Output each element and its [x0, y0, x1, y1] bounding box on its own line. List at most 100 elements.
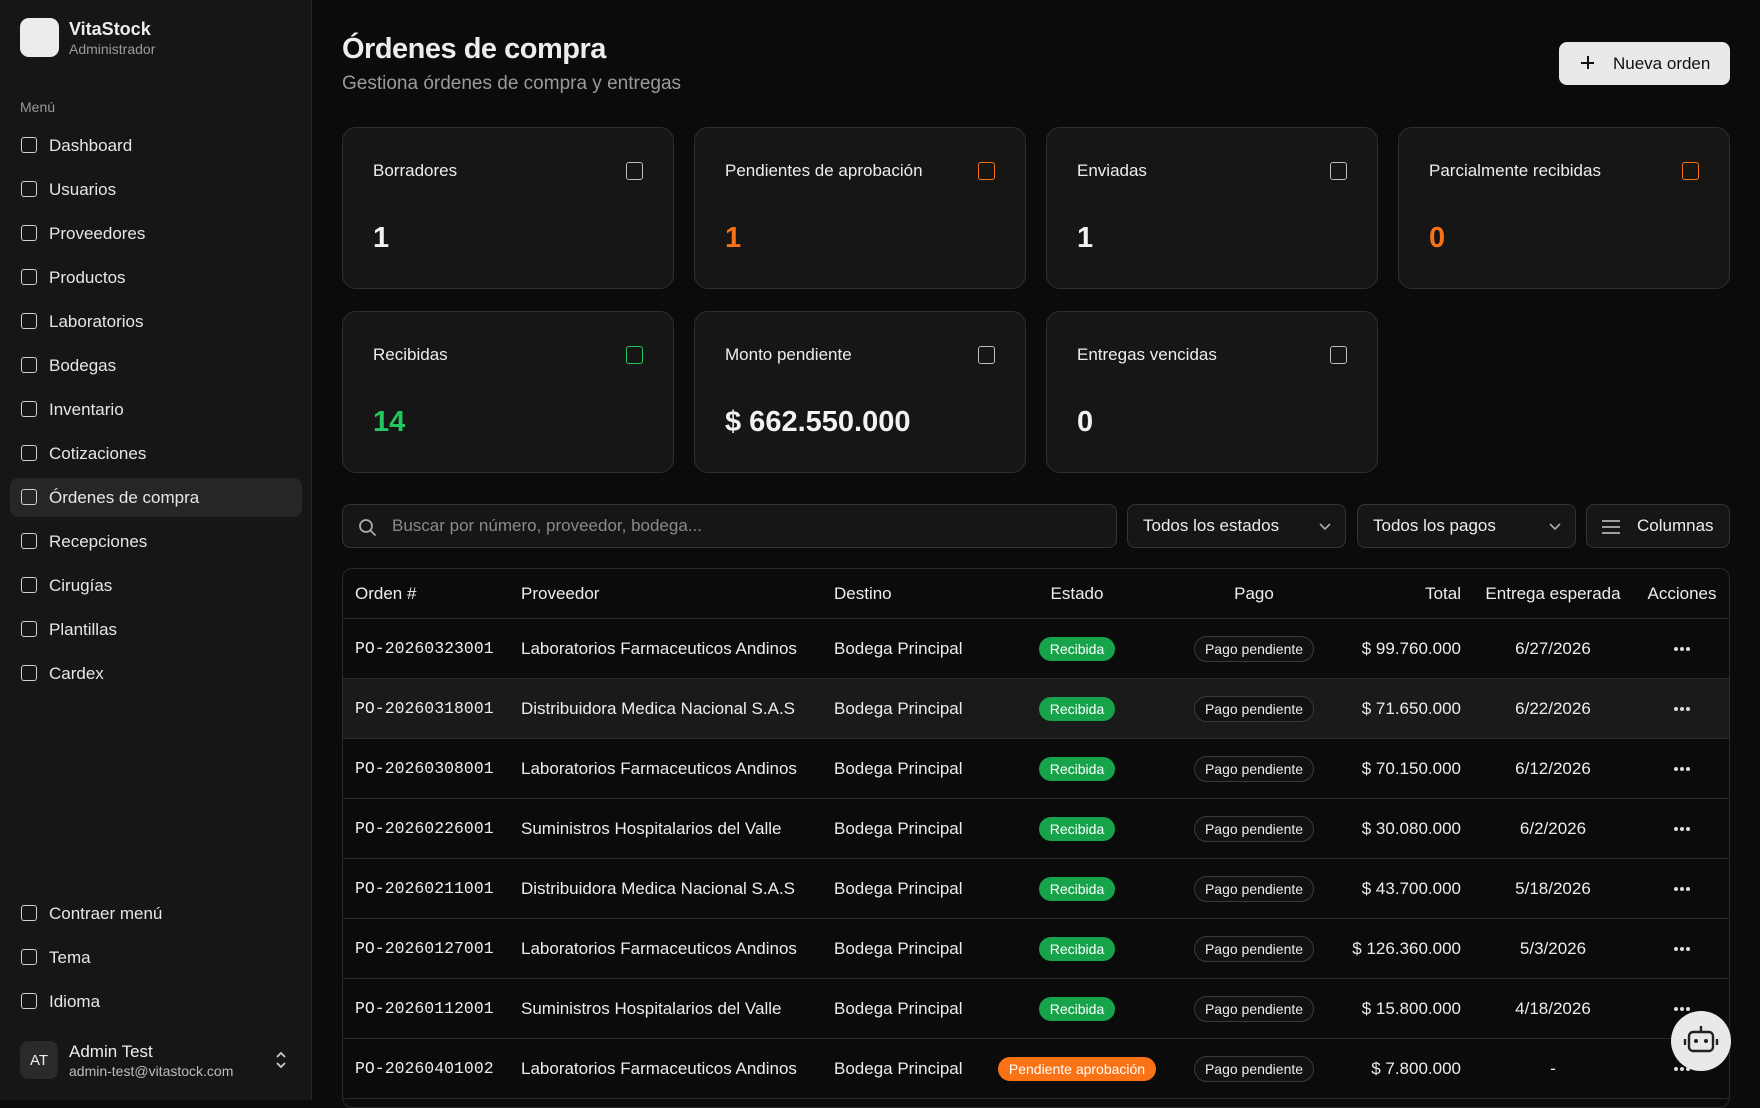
order: PO-20260226001 — [355, 819, 494, 838]
row-actions[interactable] — [1673, 886, 1691, 892]
menu-item[interactable]: Laboratorios — [10, 302, 302, 341]
menu-item[interactable]: Bodegas — [10, 346, 302, 385]
menu-item[interactable]: Órdenes de compra — [10, 478, 302, 517]
column-header: Destino — [834, 583, 892, 603]
status-cell: Recibida — [927, 679, 1227, 738]
menu-item[interactable]: Cardex — [10, 654, 302, 693]
menu-item[interactable]: Productos — [10, 258, 302, 297]
status-filter[interactable]: Todos los estados — [1127, 504, 1346, 548]
destination: Bodega Principal — [834, 938, 963, 958]
row-actions[interactable] — [1673, 706, 1691, 712]
column-header: Entrega esperada — [1485, 583, 1621, 603]
payment-filter[interactable]: Todos los pagos — [1357, 504, 1576, 548]
destination: Bodega Principal — [834, 638, 963, 658]
total-cell: $ 15.800.000 — [1362, 979, 1461, 1038]
due: 6/27/2026 — [1515, 638, 1591, 658]
table-row[interactable]: PO-20260127001 Laboratorios Farmaceuticos… — [343, 919, 1729, 979]
row-actions[interactable] — [1673, 646, 1691, 652]
menu-item[interactable]: Cotizaciones — [10, 434, 302, 473]
status-filter-label: Todos los estados — [1143, 516, 1280, 535]
actions-cell — [1532, 859, 1729, 918]
menu-item[interactable]: Usuarios — [10, 170, 302, 209]
due: 6/22/2026 — [1515, 698, 1591, 718]
status-cell: Recibida — [927, 979, 1227, 1038]
user-menu-toggle[interactable] — [274, 1050, 288, 1070]
table-row[interactable]: PO-20260226001 Suministros Hospitalarios … — [343, 799, 1729, 859]
destination: Bodega Principal — [834, 1058, 963, 1078]
status-badge: Recibida — [1038, 636, 1116, 661]
footer-menu-item[interactable]: Idioma — [10, 982, 302, 1021]
payment-badge: Pago pendiente — [1193, 875, 1315, 902]
supplier: Laboratorios Farmaceuticos Andinos — [521, 1058, 797, 1078]
menu-item[interactable]: Plantillas — [10, 610, 302, 649]
footer-menu-item[interactable]: Tema — [10, 938, 302, 977]
table-row[interactable]: PO-20260112001 Suministros Hospitalarios … — [343, 979, 1729, 1039]
menu-label: Menú — [20, 99, 56, 115]
supplier: Distribuidora Medica Nacional S.A.S — [521, 698, 796, 718]
row-actions[interactable] — [1673, 826, 1691, 832]
actions-cell — [1532, 739, 1729, 798]
footer-menu-item[interactable]: Contraer menú — [10, 894, 302, 933]
status-badge: Recibida — [1038, 996, 1116, 1021]
table-row[interactable]: PO-20260401002 Laboratorios Farmaceuticos… — [343, 1039, 1729, 1099]
menu-icon — [21, 181, 37, 197]
supplier-cell: Laboratorios Farmaceuticos Andinos — [521, 919, 797, 978]
menu-item-label: Inventario — [49, 399, 124, 419]
menu-item[interactable]: Inventario — [10, 390, 302, 429]
role: Administrador — [69, 41, 156, 57]
avatar[interactable]: AT — [20, 1041, 58, 1079]
table-row[interactable]: PO-20260318001 Distribuidora Medica Nacio… — [343, 679, 1729, 739]
total-cell: $ 43.700.000 — [1362, 859, 1461, 918]
payment-badge: Pago pendiente — [1193, 695, 1315, 722]
columns-icon — [1602, 520, 1620, 534]
destination-cell: Bodega Principal — [834, 619, 963, 678]
orders-table: Orden # Proveedor Destino Estado Pago Total En… — [342, 568, 1730, 1108]
row-actions[interactable] — [1673, 946, 1691, 952]
order-cell: PO-20260323001 — [355, 619, 494, 678]
menu-item-label: Productos — [49, 267, 126, 287]
actions-cell — [1532, 799, 1729, 858]
supplier-cell: Suministros Hospitalarios del Valle — [521, 799, 781, 858]
menu-item-label: Bodegas — [49, 355, 117, 375]
payment-cell: Pago pendiente — [1104, 979, 1404, 1038]
menu-item-label: Cardex — [49, 663, 104, 683]
supplier: Laboratorios Farmaceuticos Andinos — [521, 938, 797, 958]
table-row[interactable]: PO-20260323001 Laboratorios Farmaceuticos… — [343, 619, 1729, 679]
payment-badge: Pago pendiente — [1193, 1055, 1315, 1082]
menu-item[interactable]: Proveedores — [10, 214, 302, 253]
stat-label: Borradores — [373, 161, 458, 180]
order-cell: PO-20260127001 — [355, 919, 494, 978]
table-row[interactable]: PO-20260308001 Laboratorios Farmaceuticos… — [343, 739, 1729, 799]
total-cell: $ 7.800.000 — [1371, 1039, 1461, 1098]
search-input[interactable]: Buscar por número, proveedor, bodega... — [342, 504, 1117, 548]
order: PO-20260401002 — [355, 1059, 494, 1078]
actions-cell — [1532, 919, 1729, 978]
actions-cell — [1532, 979, 1729, 1038]
total: $ 7.800.000 — [1371, 1058, 1461, 1078]
columns-button[interactable]: Columnas — [1586, 504, 1730, 548]
order-cell: PO-20260112001 — [355, 979, 494, 1038]
menu-item-label: Laboratorios — [49, 311, 144, 331]
stat-label: Pendientes de aprobación — [725, 161, 923, 180]
menu-item[interactable]: Recepciones — [10, 522, 302, 561]
row-actions[interactable] — [1673, 766, 1691, 772]
search-icon — [359, 519, 377, 537]
menu-item[interactable]: Dashboard — [10, 126, 302, 165]
footer-menu-label: Idioma — [49, 991, 101, 1011]
stat-card: Parcialmente recibidas 0 — [1398, 127, 1730, 289]
menu-icon — [21, 225, 37, 241]
new-order-button[interactable]: Nueva orden — [1559, 42, 1730, 85]
payment-filter-label: Todos los pagos — [1373, 516, 1496, 535]
assistant-button[interactable] — [1671, 1011, 1731, 1071]
table-row[interactable]: PO-20260211001 Distribuidora Medica Nacio… — [343, 859, 1729, 919]
menu-item-label: Recepciones — [49, 531, 148, 551]
row-actions[interactable] — [1673, 1006, 1691, 1012]
stat-value: 1 — [373, 222, 390, 254]
order: PO-20260127001 — [355, 939, 494, 958]
order: PO-20260112001 — [355, 999, 494, 1018]
status-badge: Recibida — [1038, 756, 1116, 781]
column-header: Estado — [1050, 583, 1104, 603]
menu-item[interactable]: Cirugías — [10, 566, 302, 605]
chevron — [1319, 523, 1331, 531]
